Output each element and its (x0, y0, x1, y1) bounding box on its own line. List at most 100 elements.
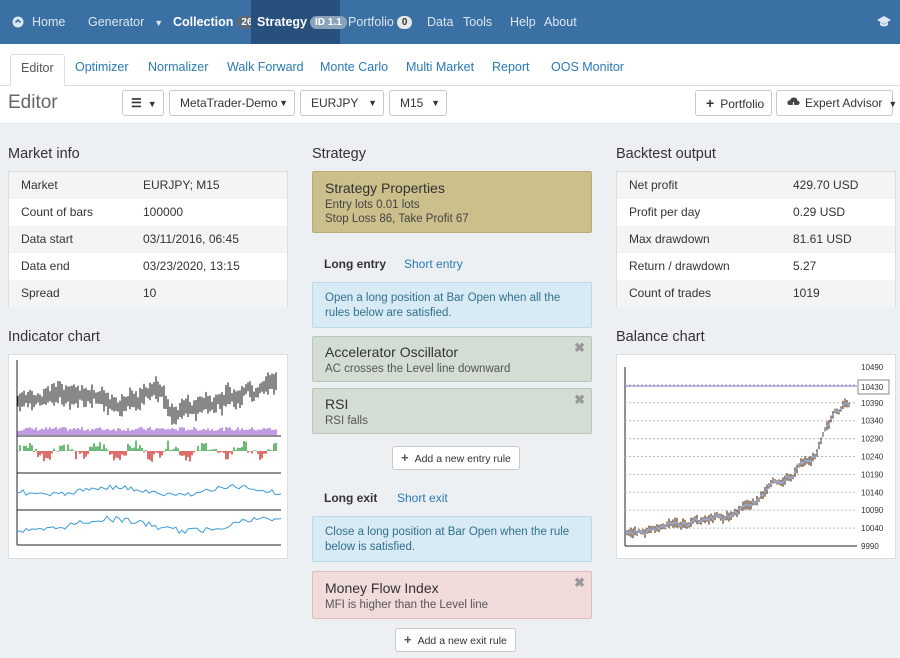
indicator-chart-svg (16, 360, 282, 546)
plus-icon: + (401, 450, 409, 465)
generator-menu[interactable]: Generator ▼ (88, 0, 163, 44)
y-tick-label: 10040 (861, 524, 884, 533)
server-select[interactable]: MetaTrader-Demo ▼ (169, 90, 295, 116)
strategy-label: Strategy (257, 15, 308, 29)
sl-tp-text: Stop Loss 86, Take Profit 67 (325, 213, 469, 225)
table-row: Return / drawdown 5.27 (617, 253, 895, 280)
cloud-download-icon (787, 97, 800, 109)
exit-rule-card[interactable]: Money Flow Index MFI is higher than the … (312, 571, 592, 619)
strategy-title: Strategy (312, 146, 366, 162)
expert-advisor-button[interactable]: Expert Advisor ▼ (776, 90, 897, 116)
tab-monte-carlo[interactable]: Monte Carlo (320, 60, 389, 74)
tab-editor[interactable]: Editor (10, 54, 65, 86)
home-link[interactable]: Home (12, 0, 65, 44)
tab-normalizer[interactable]: Normalizer (148, 60, 209, 74)
entry-lots-text: Entry lots 0.01 lots (325, 199, 420, 211)
balance-chart-svg: 10490 10430 10390 10340 10290 10240 10190 10140… (624, 363, 890, 551)
collection-link[interactable]: Collection 26 (173, 0, 258, 44)
strategy-link[interactable]: Strategy ID 1.1 (251, 0, 347, 44)
rule-description: MFI is higher than the Level line (325, 599, 489, 611)
tab-long-entry[interactable]: Long entry (324, 257, 386, 271)
table-row: Profit per day 0.29 USD (617, 199, 895, 226)
close-icon[interactable]: ✖ (574, 340, 585, 355)
row-key: Market (21, 178, 58, 192)
row-key: Data start (21, 232, 74, 246)
tab-short-entry[interactable]: Short entry (404, 257, 463, 271)
about-link[interactable]: About (544, 15, 577, 29)
portfolio-count-badge: 0 (396, 16, 413, 29)
row-value: 0.29 USD (793, 205, 846, 219)
period-value: M15 (400, 96, 424, 110)
y-tick-label: 10390 (861, 399, 884, 408)
tab-oos-monitor[interactable]: OOS Monitor (551, 60, 624, 74)
collection-label: Collection (173, 15, 234, 29)
rule-title: Accelerator Oscillator (325, 344, 459, 360)
close-icon[interactable]: ✖ (574, 575, 585, 590)
row-key: Count of bars (21, 205, 94, 219)
editor-toolbar: Editor ☰ ▼ MetaTrader-Demo ▼ EURJPY ▼ M15 ▼ … (0, 86, 900, 124)
table-row: Data start 03/11/2016, 06:45 (9, 226, 287, 253)
add-entry-rule-button[interactable]: + Add a new entry rule (392, 446, 520, 470)
plus-icon: + (404, 632, 412, 647)
row-key: Profit per day (629, 205, 701, 219)
entry-rule-card[interactable]: RSI RSI falls ✖ (312, 388, 592, 434)
strategy-properties-panel[interactable]: Strategy Properties Entry lots 0.01 lots… (312, 171, 592, 233)
data-link[interactable]: Data (427, 15, 454, 29)
entry-rule-card[interactable]: Accelerator Oscillator AC crosses the Le… (312, 336, 592, 382)
tools-link[interactable]: Tools (463, 15, 493, 29)
close-icon[interactable]: ✖ (574, 392, 585, 407)
graduation-cap-icon[interactable] (877, 16, 891, 28)
rule-title: Money Flow Index (325, 580, 439, 596)
table-row: Market EURJPY; M15 (9, 172, 287, 199)
add-to-portfolio-button[interactable]: + Portfolio (695, 90, 772, 116)
server-value: MetaTrader-Demo (180, 96, 278, 110)
y-tick-label: 10140 (861, 488, 884, 497)
strategy-properties-title: Strategy Properties (325, 180, 445, 196)
y-tick-label: 10240 (861, 453, 884, 462)
ea-button-label: Expert Advisor (805, 96, 883, 110)
symbol-select[interactable]: EURJPY ▼ (300, 90, 384, 116)
row-key: Return / drawdown (629, 259, 730, 273)
balance-chart: 10490 10430 10390 10340 10290 10240 10190 10140… (616, 354, 896, 559)
portfolio-button-label: Portfolio (720, 97, 765, 111)
tab-optimizer[interactable]: Optimizer (75, 60, 129, 74)
caret-down-icon: ▼ (431, 98, 440, 108)
row-key: Max drawdown (629, 232, 710, 246)
market-info-title: Market info (8, 146, 80, 162)
home-label: Home (32, 15, 66, 29)
table-row: Spread 10 (9, 280, 287, 307)
table-row: Max drawdown 81.61 USD (617, 226, 895, 253)
tab-multi-market[interactable]: Multi Market (406, 60, 475, 74)
strategy-id-badge: ID 1.1 (310, 16, 347, 29)
plus-icon: + (706, 95, 715, 111)
row-value: 429.70 USD (793, 178, 859, 192)
tab-walk-forward[interactable]: Walk Forward (227, 60, 304, 74)
row-value: 03/11/2016, 06:45 (143, 232, 239, 246)
y-tick-label: 10090 (861, 506, 884, 515)
table-row: Count of trades 1019 (617, 280, 895, 307)
y-tick-label: 10190 (861, 470, 884, 479)
hamburger-icon: ☰ (131, 96, 142, 110)
exit-info-box: Close a long position at Bar Open when t… (312, 516, 592, 562)
menu-button[interactable]: ☰ ▼ (122, 90, 164, 116)
current-value-box (857, 379, 890, 395)
row-value: 5.27 (793, 259, 817, 273)
home-icon (12, 16, 24, 28)
top-navbar: Home Generator ▼ Collection 26 Strategy ID … (0, 0, 900, 44)
tab-long-exit[interactable]: Long exit (324, 491, 378, 505)
row-value: 100000 (143, 205, 184, 219)
portfolio-link[interactable]: Portfolio 0 (348, 0, 413, 44)
indicator-chart (8, 354, 288, 559)
tab-report[interactable]: Report (492, 60, 530, 74)
backtest-title: Backtest output (616, 146, 716, 162)
add-exit-rule-button[interactable]: + Add a new exit rule (395, 628, 516, 652)
row-key: Data end (21, 259, 70, 273)
tab-short-exit[interactable]: Short exit (397, 491, 448, 505)
table-row: Data end 03/23/2020, 13:15 (9, 253, 287, 280)
entry-subtabs: Long entry Short entry (312, 257, 592, 287)
add-entry-label: Add a new entry rule (414, 453, 511, 465)
rule-description: AC crosses the Level line downward (325, 363, 511, 375)
period-select[interactable]: M15 ▼ (389, 90, 447, 116)
help-link[interactable]: Help (510, 15, 536, 29)
rule-title: RSI (325, 396, 349, 412)
